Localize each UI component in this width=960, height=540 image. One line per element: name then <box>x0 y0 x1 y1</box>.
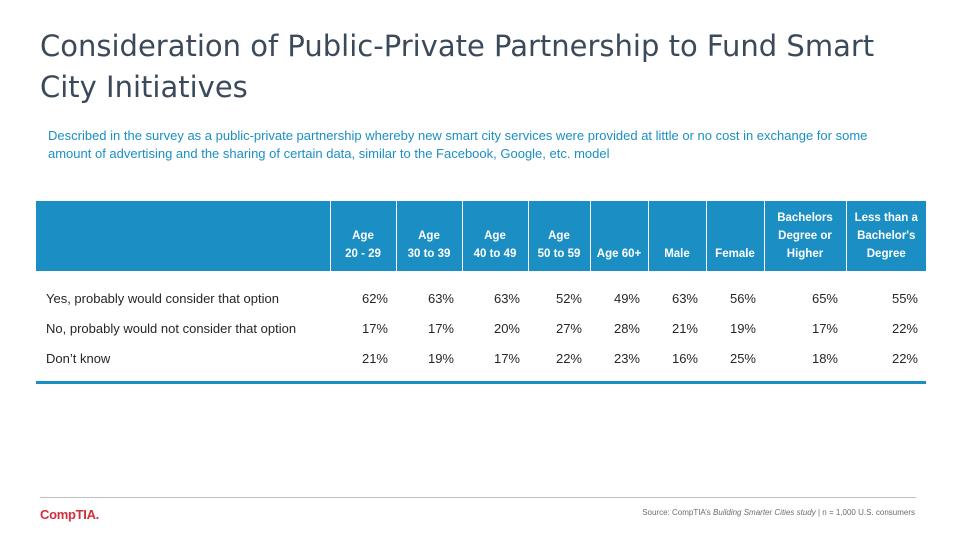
table-cell: 20% <box>493 320 520 336</box>
table-cell: 52% <box>555 290 582 306</box>
table-cell: 65% <box>811 290 838 306</box>
header-male: Male <box>648 201 707 271</box>
table-cell: 22% <box>891 350 918 366</box>
table-header-row: Age 20 - 29 Age 30 to 39 Age 40 to 49 Ag… <box>36 201 926 271</box>
header-age-50-59: Age 50 to 59 <box>528 201 591 271</box>
table-cell: 19% <box>427 350 454 366</box>
table-cell: 49% <box>613 290 640 306</box>
table-cell: 21% <box>361 350 388 366</box>
source-study-name: Building Smarter Cities study <box>713 508 816 517</box>
table-cell: 17% <box>811 320 838 336</box>
table-cell: 21% <box>671 320 698 336</box>
table-cell: 16% <box>671 350 698 366</box>
table-cell: 17% <box>493 350 520 366</box>
table-cell: 63% <box>493 290 520 306</box>
table-row: Don’t know 21% 19% 17% 22% 23% 16% 25% 1… <box>36 343 926 381</box>
row-label: Don’t know <box>46 350 111 366</box>
results-table: Age 20 - 29 Age 30 to 39 Age 40 to 49 Ag… <box>36 201 926 384</box>
comptia-logo: CompTIA. <box>40 507 99 522</box>
table-cell: 56% <box>729 290 756 306</box>
header-age-60-plus: Age 60+ <box>590 201 649 271</box>
table-cell: 18% <box>811 350 838 366</box>
table-cell: 22% <box>891 320 918 336</box>
slide-subtitle: Described in the survey as a public-priv… <box>48 128 868 161</box>
table-cell: 22% <box>555 350 582 366</box>
header-blank <box>36 201 331 271</box>
header-age-30-39: Age 30 to 39 <box>396 201 463 271</box>
table-cell: 28% <box>613 320 640 336</box>
table-cell: 19% <box>729 320 756 336</box>
source-suffix: | n = 1,000 U.S. consumers <box>815 508 915 517</box>
table-cell: 63% <box>427 290 454 306</box>
table-cell: 17% <box>427 320 454 336</box>
header-age-40-49: Age 40 to 49 <box>462 201 529 271</box>
table-row: Yes, probably would consider that option… <box>36 271 926 313</box>
table-cell: 55% <box>891 290 918 306</box>
source-note: Source: CompTIA’s Building Smarter Citie… <box>642 508 915 517</box>
header-age-20-29: Age 20 - 29 <box>330 201 397 271</box>
table-cell: 23% <box>613 350 640 366</box>
table-cell: 25% <box>729 350 756 366</box>
header-less-than-bachelors: Less than a Bachelor's Degree <box>846 201 926 271</box>
source-prefix: Source: CompTIA’s <box>642 508 714 517</box>
table-row: No, probably would not consider that opt… <box>36 313 926 343</box>
table-cell: 62% <box>361 290 388 306</box>
row-label: Yes, probably would consider that option <box>46 290 279 306</box>
header-bachelors: Bachelors Degree or Higher <box>764 201 847 271</box>
slide-title: Consideration of Public-Private Partners… <box>40 29 875 104</box>
row-label: No, probably would not consider that opt… <box>46 320 297 336</box>
footer-divider <box>40 497 916 498</box>
header-female: Female <box>706 201 765 271</box>
table-cell: 27% <box>555 320 582 336</box>
table-cell: 63% <box>671 290 698 306</box>
table-cell: 17% <box>361 320 388 336</box>
